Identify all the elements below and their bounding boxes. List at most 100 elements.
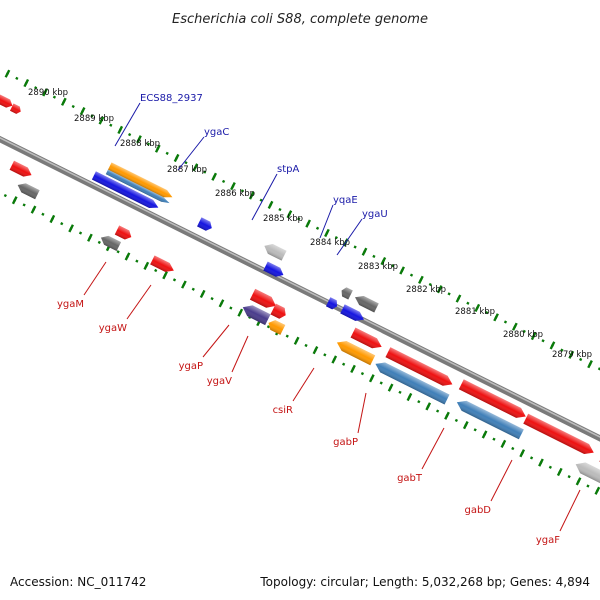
lower-ruler-tick: [444, 411, 450, 420]
lower-ruler-tick: [556, 467, 563, 477]
lower-ruler-dot: [323, 353, 327, 357]
upper-ruler-dot: [315, 226, 320, 230]
gene-label[interactable]: ygaU: [362, 209, 388, 220]
gene-feature-shading: [242, 305, 271, 326]
upper-ruler-dot: [34, 86, 38, 90]
upper-ruler-dot: [278, 207, 282, 212]
lower-ruler-tick: [162, 271, 168, 280]
kbp-tick-label: 2880 kbp: [503, 330, 543, 340]
lower-ruler-dot: [78, 231, 83, 235]
gene-label[interactable]: ygaV: [207, 376, 232, 387]
upper-ruler-dot: [560, 348, 564, 352]
upper-ruler-tick: [474, 303, 481, 313]
lower-ruler-dot: [285, 334, 289, 338]
lower-ruler-dot: [548, 465, 552, 469]
gene-label[interactable]: gabP: [333, 437, 358, 448]
lower-ruler-dot: [586, 484, 590, 488]
gene-label[interactable]: ygaP: [179, 361, 203, 372]
gene-label[interactable]: ECS88_2937: [140, 93, 203, 104]
kbp-tick-label: 2882 kbp: [406, 285, 446, 295]
gene-leader-line: [559, 489, 581, 532]
lower-ruler-dot: [417, 400, 421, 404]
lower-ruler-tick: [519, 449, 526, 458]
lower-ruler-tick: [181, 280, 187, 289]
gene-leader-line: [336, 218, 363, 256]
gene-feature-shading: [9, 160, 32, 177]
upper-ruler-tick: [192, 163, 199, 172]
gene-feature-shading: [263, 261, 284, 277]
lower-ruler-dot: [172, 278, 177, 282]
lower-ruler-tick: [350, 364, 356, 374]
gene-feature-shading: [270, 303, 286, 319]
kbp-tick-label: 2889 kbp: [74, 114, 114, 124]
upper-ruler-dot: [203, 170, 207, 174]
gene-label[interactable]: ygaM: [57, 299, 84, 310]
lower-ruler-dot: [3, 193, 7, 198]
gene-label[interactable]: ygaF: [536, 535, 560, 546]
gene-feature-shading: [100, 235, 122, 252]
lower-ruler-tick: [406, 392, 413, 402]
gene-label[interactable]: gabD: [464, 505, 491, 516]
upper-ruler-tick: [455, 294, 462, 303]
upper-ruler-dot: [221, 179, 226, 184]
genome-backbone-highlight: [0, 66, 600, 514]
lower-ruler-dot: [360, 371, 365, 376]
gene-feature-shading: [340, 304, 364, 321]
gene-feature-shading: [458, 379, 526, 418]
gene-feature-shading: [264, 243, 287, 261]
upper-ruler-tick: [361, 247, 368, 256]
upper-ruler-tick: [399, 266, 405, 275]
lower-ruler-dot: [304, 343, 308, 348]
gene-feature-shading: [350, 327, 382, 349]
upper-ruler-tick: [117, 125, 124, 135]
upper-ruler-dot: [71, 104, 75, 109]
upper-ruler-dot: [109, 123, 113, 127]
upper-ruler-tick: [4, 69, 11, 78]
lower-ruler-tick: [462, 421, 469, 430]
lower-ruler-dot: [97, 240, 101, 245]
upper-ruler-dot: [485, 311, 489, 315]
upper-ruler-dot: [146, 142, 151, 146]
upper-ruler-dot: [184, 161, 188, 165]
lower-ruler-dot: [266, 325, 271, 329]
gene-label[interactable]: ygaW: [99, 323, 127, 334]
lower-ruler-dot: [154, 268, 158, 273]
upper-ruler-tick: [154, 144, 161, 153]
gene-feature-shading: [0, 94, 13, 108]
upper-ruler-tick: [512, 322, 518, 331]
tick-ruler: [3, 69, 600, 495]
kbp-tick-label: 2885 kbp: [263, 214, 303, 224]
kbp-tick-label: 2890 kbp: [28, 88, 68, 98]
gene-label[interactable]: gabT: [397, 473, 423, 484]
gene-label[interactable]: csiR: [273, 405, 293, 416]
upper-ruler-tick: [136, 135, 142, 144]
lower-ruler-tick: [312, 346, 319, 355]
gene-feature-shading: [9, 103, 21, 114]
upper-ruler-dot: [522, 329, 526, 333]
upper-ruler-tick: [380, 256, 387, 266]
upper-ruler-tick: [286, 210, 293, 219]
gene-label[interactable]: yqaE: [333, 195, 358, 206]
gene-label[interactable]: ygaC: [204, 127, 229, 138]
gene-label[interactable]: stpA: [277, 164, 299, 175]
gene-leader-line: [83, 261, 107, 296]
upper-ruler-dot: [127, 132, 132, 137]
gene-feature-shading: [523, 413, 594, 454]
accession-text: Accession: NC_011742: [10, 575, 146, 589]
gene-leader-line: [231, 335, 249, 373]
gene-feature-shading: [336, 341, 376, 366]
upper-ruler-tick: [436, 285, 443, 294]
lower-ruler-dot: [191, 287, 195, 291]
lower-ruler-dot: [529, 456, 534, 460]
upper-ruler-tick: [418, 275, 424, 284]
gene-leader-line: [177, 136, 205, 171]
kbp-tick-label: 2886 kbp: [215, 189, 255, 199]
upper-ruler-tick: [98, 116, 105, 125]
lower-ruler-tick: [199, 289, 206, 299]
upper-ruler-tick: [23, 78, 30, 88]
upper-ruler-tick: [324, 228, 330, 238]
gene-feature-shading: [105, 169, 170, 204]
upper-ruler-dot: [15, 76, 19, 80]
gene-feature-shading: [575, 462, 600, 492]
